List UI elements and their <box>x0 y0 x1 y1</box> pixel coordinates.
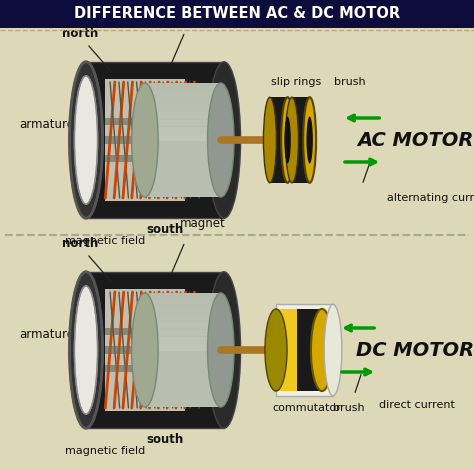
Text: magnetic field: magnetic field <box>65 446 145 456</box>
FancyBboxPatch shape <box>86 62 224 218</box>
Text: DC MOTOR: DC MOTOR <box>356 340 474 360</box>
FancyBboxPatch shape <box>105 155 169 162</box>
FancyBboxPatch shape <box>145 293 221 300</box>
FancyBboxPatch shape <box>145 105 221 112</box>
Ellipse shape <box>285 97 299 183</box>
FancyBboxPatch shape <box>145 329 221 337</box>
Ellipse shape <box>303 97 316 183</box>
Ellipse shape <box>132 83 158 197</box>
Text: south: south <box>146 223 183 236</box>
Ellipse shape <box>311 309 333 391</box>
Text: magnetic field: magnetic field <box>65 236 145 246</box>
FancyBboxPatch shape <box>145 90 221 97</box>
FancyBboxPatch shape <box>276 305 333 396</box>
Text: armature: armature <box>19 118 74 132</box>
Text: armature: armature <box>19 329 74 342</box>
FancyBboxPatch shape <box>0 0 474 28</box>
Ellipse shape <box>74 286 98 414</box>
FancyBboxPatch shape <box>105 79 185 201</box>
Ellipse shape <box>74 76 98 204</box>
FancyBboxPatch shape <box>145 112 221 119</box>
FancyBboxPatch shape <box>292 97 310 183</box>
Text: magnet: magnet <box>180 7 226 20</box>
FancyBboxPatch shape <box>145 98 221 104</box>
FancyBboxPatch shape <box>105 136 169 144</box>
Ellipse shape <box>264 97 276 183</box>
Ellipse shape <box>208 83 234 197</box>
FancyBboxPatch shape <box>145 83 221 90</box>
FancyBboxPatch shape <box>145 322 221 329</box>
Text: alternating current: alternating current <box>387 193 474 203</box>
FancyBboxPatch shape <box>105 289 185 411</box>
FancyBboxPatch shape <box>297 309 322 391</box>
Text: brush: brush <box>334 77 366 86</box>
FancyBboxPatch shape <box>145 300 221 307</box>
FancyBboxPatch shape <box>145 127 221 134</box>
Text: magnet: magnet <box>180 217 226 230</box>
Text: DIFFERENCE BETWEEN AC & DC MOTOR: DIFFERENCE BETWEEN AC & DC MOTOR <box>74 7 400 22</box>
Text: commutator: commutator <box>272 403 341 414</box>
Ellipse shape <box>284 117 291 164</box>
Text: AC MOTOR: AC MOTOR <box>357 131 473 149</box>
Text: north: north <box>62 27 98 40</box>
Text: direct current: direct current <box>379 400 455 410</box>
Text: north: north <box>62 237 98 250</box>
FancyBboxPatch shape <box>105 118 169 125</box>
FancyBboxPatch shape <box>145 83 221 197</box>
FancyBboxPatch shape <box>145 315 221 322</box>
FancyBboxPatch shape <box>270 97 288 183</box>
Ellipse shape <box>208 272 241 428</box>
Ellipse shape <box>281 97 294 183</box>
FancyBboxPatch shape <box>105 365 169 372</box>
FancyBboxPatch shape <box>145 134 221 141</box>
Ellipse shape <box>208 62 241 218</box>
Ellipse shape <box>265 309 287 391</box>
FancyBboxPatch shape <box>145 308 221 314</box>
FancyBboxPatch shape <box>276 309 297 391</box>
Text: south: south <box>146 433 183 446</box>
FancyBboxPatch shape <box>145 337 221 344</box>
Ellipse shape <box>69 62 102 218</box>
FancyBboxPatch shape <box>105 346 169 353</box>
Ellipse shape <box>324 305 342 396</box>
Text: brush: brush <box>333 403 365 414</box>
Ellipse shape <box>208 293 234 407</box>
Ellipse shape <box>132 293 158 407</box>
Text: slip rings: slip rings <box>271 77 321 86</box>
Ellipse shape <box>306 117 313 164</box>
FancyBboxPatch shape <box>105 328 169 336</box>
FancyBboxPatch shape <box>145 293 221 407</box>
FancyBboxPatch shape <box>145 345 221 351</box>
FancyBboxPatch shape <box>86 272 224 428</box>
FancyBboxPatch shape <box>145 120 221 126</box>
Ellipse shape <box>69 272 102 428</box>
